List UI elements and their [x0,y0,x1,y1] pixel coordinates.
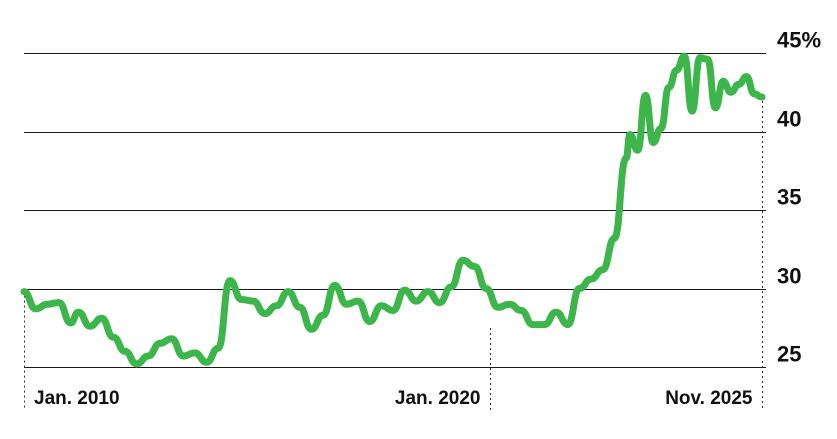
y-axis-ticks: 45% 40 35 30 25 [777,28,821,367]
x-axis-ticks: Jan. 2010 Jan. 2020 Nov. 2025 [34,388,753,409]
x-tick-label: Jan. 2010 [34,388,120,409]
series-layer [20,52,766,368]
y-tick-label: 35 [777,185,801,210]
date-guides [24,100,763,410]
series-line-0 [20,52,766,368]
y-tick-label: 45% [777,28,821,53]
y-tick-label: 25 [777,342,801,367]
x-tick-label: Jan. 2020 [395,388,481,409]
y-tick-label: 40 [777,107,801,132]
gridlines [24,53,766,368]
x-tick-label: Nov. 2025 [665,388,753,409]
y-tick-label: 30 [777,264,801,289]
